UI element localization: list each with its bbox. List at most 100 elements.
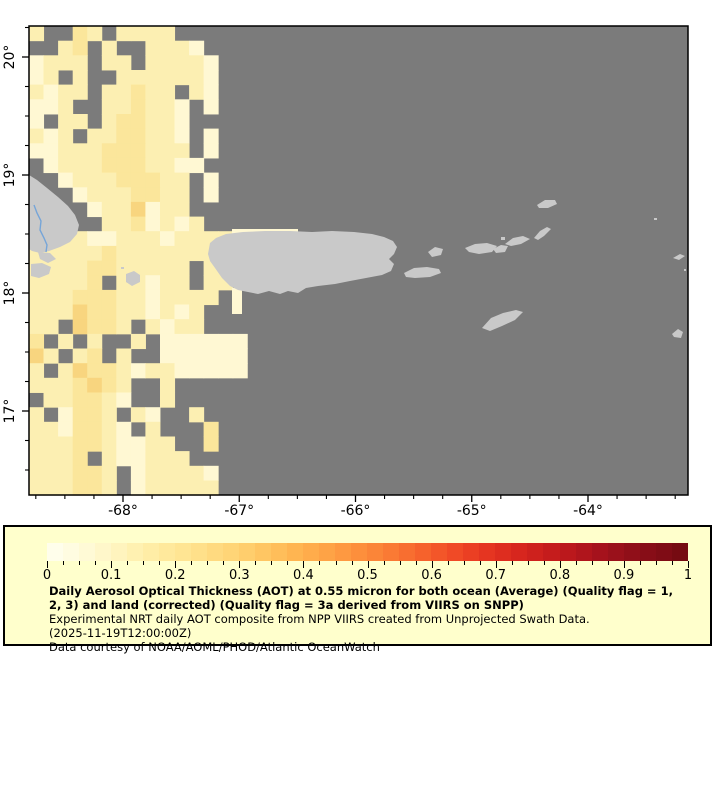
aerosol-cell bbox=[145, 84, 161, 100]
colorbar-major-tick bbox=[47, 561, 48, 568]
aerosol-cell bbox=[43, 348, 59, 364]
aerosol-cell bbox=[58, 377, 74, 393]
lon-tick-label: -68° bbox=[108, 503, 138, 519]
aerosol-cell bbox=[116, 231, 132, 247]
aerosol-cell bbox=[130, 99, 146, 115]
island-puerto-rico bbox=[208, 231, 397, 294]
aerosol-cell bbox=[72, 187, 88, 203]
aerosol-cell bbox=[160, 289, 176, 306]
aerosol-cell bbox=[160, 260, 176, 276]
aerosol-cell bbox=[72, 245, 88, 262]
aerosol-cell bbox=[160, 172, 176, 188]
colorbar-minor-tick bbox=[399, 561, 401, 565]
aerosol-cell bbox=[87, 348, 103, 364]
aerosol-cell bbox=[101, 465, 117, 481]
aerosol-cell bbox=[189, 304, 205, 320]
aerosol-cell bbox=[130, 216, 146, 232]
aerosol-cell bbox=[145, 304, 161, 320]
aerosol-cell bbox=[29, 319, 45, 335]
aerosol-cell bbox=[101, 451, 117, 467]
colorbar-segment bbox=[63, 543, 80, 561]
colorbar-tick-label: 0 bbox=[42, 568, 52, 583]
colorbar-minor-tick bbox=[479, 561, 481, 565]
islet-tiny-cay bbox=[684, 269, 686, 271]
aerosol-cell bbox=[72, 143, 88, 159]
aerosol-cell bbox=[189, 407, 205, 423]
aerosol-cell bbox=[87, 231, 103, 247]
island-anguilla bbox=[673, 254, 685, 260]
colorbar-tick-label: 0.7 bbox=[485, 568, 507, 583]
aerosol-cell bbox=[58, 436, 74, 452]
aerosol-cell bbox=[101, 245, 117, 262]
aerosol-cell bbox=[160, 216, 176, 232]
island-saona bbox=[31, 263, 51, 278]
legend-timestamp: (2025-11-19T12:00:00Z) bbox=[49, 626, 192, 640]
colorbar-segment bbox=[271, 543, 288, 561]
colorbar-segment bbox=[399, 543, 416, 561]
aerosol-cell bbox=[29, 289, 45, 306]
aerosol-cell bbox=[72, 275, 88, 291]
aerosol-cell bbox=[145, 451, 161, 467]
aerosol-cell bbox=[101, 55, 117, 71]
colorbar-segment bbox=[479, 543, 496, 561]
aerosol-cell bbox=[174, 201, 190, 218]
aerosol-cell bbox=[101, 304, 117, 320]
aerosol-cell bbox=[116, 99, 132, 115]
aerosol-cell bbox=[160, 157, 176, 174]
aerosol-cell bbox=[174, 128, 190, 144]
aerosol-cell bbox=[101, 377, 117, 393]
colorbar-segment bbox=[495, 543, 512, 561]
aerosol-cell bbox=[189, 157, 205, 174]
aerosol-cell bbox=[29, 333, 45, 350]
aerosol-cell bbox=[203, 348, 219, 364]
colorbar-minor-tick bbox=[335, 561, 337, 565]
aerosol-cell bbox=[101, 172, 117, 188]
aerosol-cell bbox=[203, 128, 219, 144]
aerosol-cell bbox=[145, 172, 161, 188]
aerosol-cell bbox=[43, 319, 59, 335]
aerosol-cell bbox=[72, 114, 88, 130]
aerosol-cell bbox=[160, 319, 176, 335]
aerosol-cell bbox=[160, 201, 176, 218]
aerosol-cell bbox=[87, 319, 103, 335]
colorbar-minor-tick bbox=[223, 561, 225, 565]
aerosol-cell bbox=[29, 275, 45, 291]
aerosol-cell bbox=[58, 304, 74, 320]
colorbar-segment bbox=[143, 543, 160, 561]
aerosol-cell bbox=[43, 465, 59, 481]
aerosol-cell bbox=[145, 201, 161, 218]
aerosol-cell bbox=[29, 348, 45, 364]
aerosol-cell bbox=[29, 55, 45, 71]
colorbar-minor-tick bbox=[271, 561, 273, 565]
aerosol-cell bbox=[203, 55, 219, 71]
aerosol-cell bbox=[29, 363, 45, 379]
aerosol-cell bbox=[58, 143, 74, 159]
islet-sombrero bbox=[654, 218, 657, 220]
colorbar-minor-tick bbox=[607, 561, 609, 565]
colorbar-segment bbox=[159, 543, 176, 561]
aerosol-cell bbox=[174, 114, 190, 130]
aerosol-cell bbox=[160, 245, 176, 262]
aerosol-cell bbox=[29, 436, 45, 452]
aerosol-cell bbox=[58, 157, 74, 174]
aerosol-cell bbox=[87, 26, 103, 42]
island-st-martin bbox=[672, 329, 683, 338]
aerosol-cell bbox=[130, 143, 146, 159]
aerosol-cell bbox=[160, 392, 176, 408]
aerosol-cell bbox=[174, 70, 190, 86]
aerosol-cell bbox=[203, 187, 219, 203]
aerosol-cell bbox=[174, 333, 190, 350]
aerosol-cell bbox=[58, 99, 74, 115]
colorbar-minor-tick bbox=[95, 561, 97, 565]
aerosol-cell bbox=[189, 70, 205, 86]
aerosol-cell bbox=[87, 407, 103, 423]
aerosol-cell bbox=[203, 172, 219, 188]
colorbar-segment bbox=[351, 543, 368, 561]
aerosol-cell bbox=[189, 465, 205, 481]
aerosol-cell bbox=[203, 436, 219, 452]
aerosol-cell bbox=[130, 245, 146, 262]
aerosol-cell bbox=[160, 231, 176, 247]
colorbar-minor-tick bbox=[527, 561, 529, 565]
aerosol-cell bbox=[87, 289, 103, 306]
aerosol-cell bbox=[101, 187, 117, 203]
